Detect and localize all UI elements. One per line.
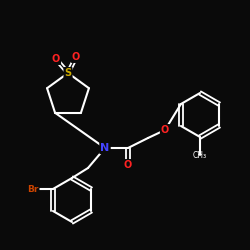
Text: S: S xyxy=(64,68,71,78)
Text: O: O xyxy=(161,125,169,135)
Text: N: N xyxy=(100,143,110,153)
Text: CH₃: CH₃ xyxy=(193,150,207,160)
Text: Br: Br xyxy=(27,184,39,194)
Text: O: O xyxy=(124,160,132,170)
Text: O: O xyxy=(72,52,80,62)
Text: O: O xyxy=(52,54,60,64)
